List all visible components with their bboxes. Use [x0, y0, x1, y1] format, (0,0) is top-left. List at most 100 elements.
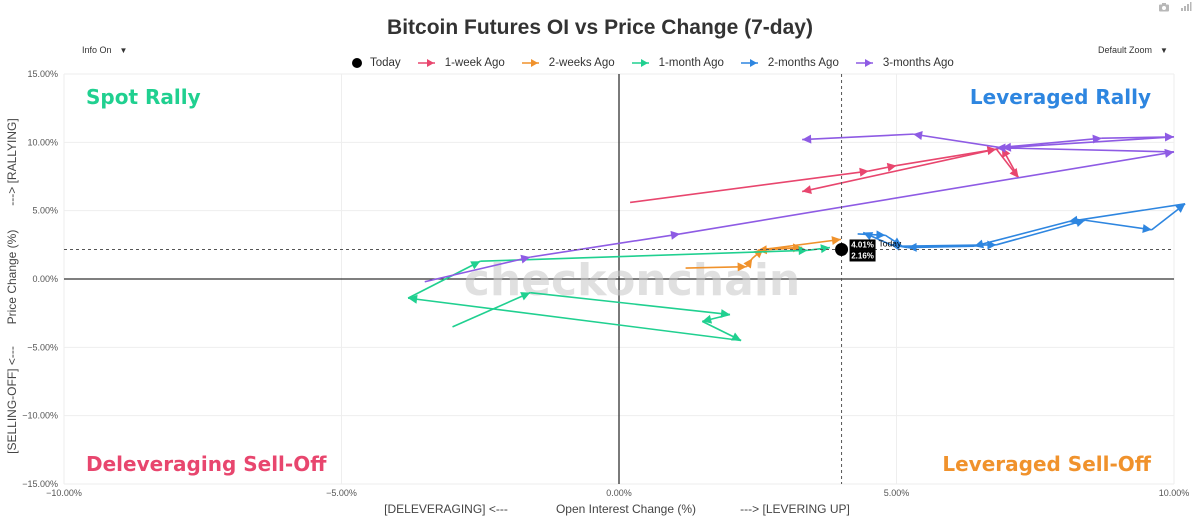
y-tick-label: 0.00% — [32, 274, 58, 284]
series-arrow-point — [859, 167, 869, 177]
x-axis-title: [DELEVERAGING] <--- Open Interest Change… — [384, 502, 850, 516]
y-tick-label: −10.00% — [22, 411, 58, 421]
line-arrow-icon — [740, 59, 758, 67]
series-segment — [913, 133, 1003, 149]
today-annotation: Today — [879, 238, 902, 248]
series-arrow-point — [520, 254, 531, 264]
series-segment — [1001, 136, 1175, 149]
chart-logo-icon[interactable] — [1180, 2, 1192, 12]
series-5 — [424, 131, 1175, 283]
chevron-down-icon: ▼ — [119, 45, 128, 55]
y-axis-title-main: Price Change (%) — [5, 230, 19, 325]
series-arrow-point — [1001, 142, 1012, 152]
series-layer — [407, 131, 1186, 342]
line-arrow-icon — [855, 59, 873, 67]
series-arrow-point — [876, 230, 886, 240]
series-arrow-point — [702, 314, 713, 324]
legend-item-month2[interactable]: 2-months Ago — [740, 57, 839, 69]
series-segment — [424, 256, 531, 283]
series-segment — [1085, 219, 1152, 231]
series-arrow-point — [890, 241, 901, 251]
legend-item-week2[interactable]: 2-weeks Ago — [521, 57, 615, 69]
series-segment — [1068, 203, 1186, 223]
tick-labels: −10.00% −5.00% 0.00% 5.00% 10.00%−15.00%−10.… — [22, 69, 1189, 498]
legend-item-today[interactable]: Today — [350, 57, 401, 69]
series-arrow-point — [798, 246, 808, 256]
series-segment — [996, 137, 1102, 149]
today-layer: 4.01% 2.16% Today — [64, 74, 1174, 484]
series-arrow-point — [1142, 224, 1152, 233]
line-arrow-icon — [417, 59, 435, 67]
series-arrow-point — [1164, 148, 1174, 158]
info-dropdown-label: Info On — [82, 45, 112, 55]
info-dropdown[interactable]: Info On ▼ — [82, 42, 142, 58]
y-tick-label: 5.00% — [32, 206, 58, 216]
legend-item-month1[interactable]: 1-month Ago — [631, 57, 724, 69]
series-arrow-point — [913, 131, 923, 140]
legend-label: Today — [370, 57, 401, 69]
series-arrow-point — [907, 242, 917, 252]
camera-icon[interactable] — [1158, 2, 1170, 12]
x-axis-title-main: Open Interest Change (%) — [556, 502, 696, 516]
today-point — [835, 242, 849, 256]
hover-x-label: 4.01% — [851, 240, 874, 249]
series-segment — [973, 220, 1069, 247]
series-arrow-point — [802, 134, 812, 144]
series-segment — [996, 147, 1175, 153]
chart-toolbar — [1158, 2, 1192, 12]
quadrant-label-deleveraging-sell-off: Deleveraging Sell-Off — [86, 452, 327, 476]
series-1 — [629, 146, 1020, 204]
series-arrow-point — [470, 261, 481, 270]
series-segment — [679, 151, 1175, 235]
legend-item-week1[interactable]: 1-week Ago — [417, 57, 505, 69]
series-arrow-point — [731, 332, 742, 341]
series-segment — [996, 219, 1086, 246]
y-tick-label: −15.00% — [22, 479, 58, 489]
x-tick-label: 5.00% — [884, 488, 910, 498]
chart-title: Bitcoin Futures OI vs Price Change (7-da… — [387, 16, 813, 39]
line-arrow-icon — [521, 59, 539, 67]
chart-legend: Today 1-week Ago 2-weeks Ago 1-month Ago… — [350, 57, 954, 69]
series-3 — [407, 244, 830, 342]
x-tick-label: −10.00% — [46, 488, 82, 498]
quadrant-label-spot-rally: Spot Rally — [86, 85, 201, 109]
today-marker-icon — [352, 58, 362, 68]
series-arrow-point — [802, 185, 812, 195]
y-tick-label: 15.00% — [27, 69, 58, 79]
series-4 — [857, 203, 1186, 252]
series-segment — [407, 297, 742, 342]
legend-label: 1-week Ago — [444, 57, 505, 69]
hover-y-box — [849, 250, 876, 262]
series-arrow-point — [737, 262, 747, 272]
series-arrow-point — [820, 244, 830, 254]
quadrant-label-leveraged-sell-off: Leveraged Sell-Off — [942, 452, 1151, 476]
hover-y-label: 2.16% — [851, 251, 874, 260]
legend-label: 1-month Ago — [658, 57, 724, 69]
series-arrow-point — [520, 292, 531, 301]
series-segment — [530, 291, 731, 316]
x-axis-title-left: [DELEVERAGING] <--- — [384, 502, 508, 516]
series-segment — [907, 245, 975, 249]
zoom-dropdown[interactable]: Default Zoom ▼ — [1098, 42, 1176, 58]
line-arrow-icon — [631, 59, 649, 67]
series-arrow-point — [886, 162, 897, 172]
legend-item-month3[interactable]: 3-months Ago — [855, 57, 954, 69]
zoom-dropdown-label: Default Zoom — [1098, 45, 1153, 55]
series-segment — [629, 170, 869, 204]
series-segment — [802, 133, 914, 141]
series-segment — [530, 233, 681, 258]
y-axis-title-top: ---> [RALLYING] — [5, 118, 19, 205]
x-tick-label: −5.00% — [326, 488, 357, 498]
x-tick-label: 0.00% — [606, 488, 632, 498]
series-arrow-point — [743, 258, 753, 269]
legend-label: 2-months Ago — [767, 57, 839, 69]
series-segment — [452, 291, 531, 328]
hover-x-box — [849, 239, 876, 251]
y-tick-label: −5.00% — [27, 342, 58, 352]
series-segment — [407, 260, 481, 299]
x-axis-title-right: ---> [LEVERING UP] — [740, 502, 850, 516]
series-segment — [480, 249, 808, 263]
quadrant-label-leveraged-rally: Leveraged Rally — [970, 85, 1151, 109]
chevron-down-icon: ▼ — [1160, 45, 1168, 55]
